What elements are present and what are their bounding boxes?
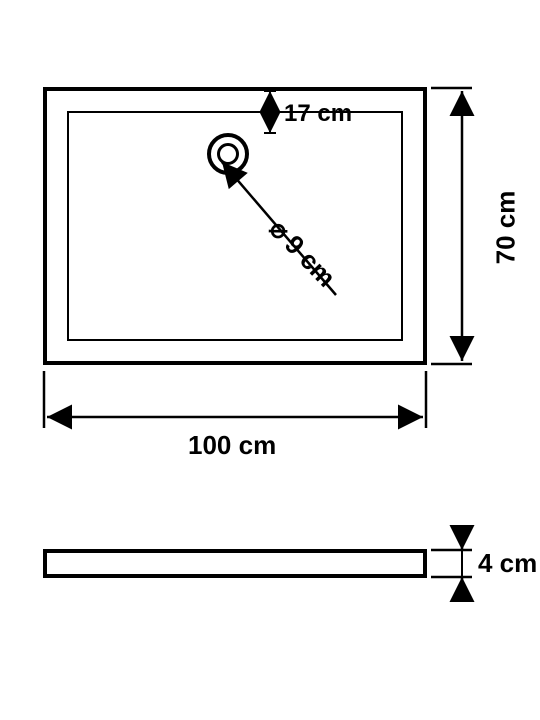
height-label: 70 cm [491,188,522,268]
width-label: 100 cm [188,430,276,461]
offset-label: 17 cm [284,100,352,128]
thickness-label: 4 cm [478,548,537,579]
tray-side-view [43,549,427,578]
diagram-container: ⌀ 9 cm 17 cm 70 cm 100 cm 4 cm [0,0,540,720]
drain-inner-circle [217,143,239,165]
